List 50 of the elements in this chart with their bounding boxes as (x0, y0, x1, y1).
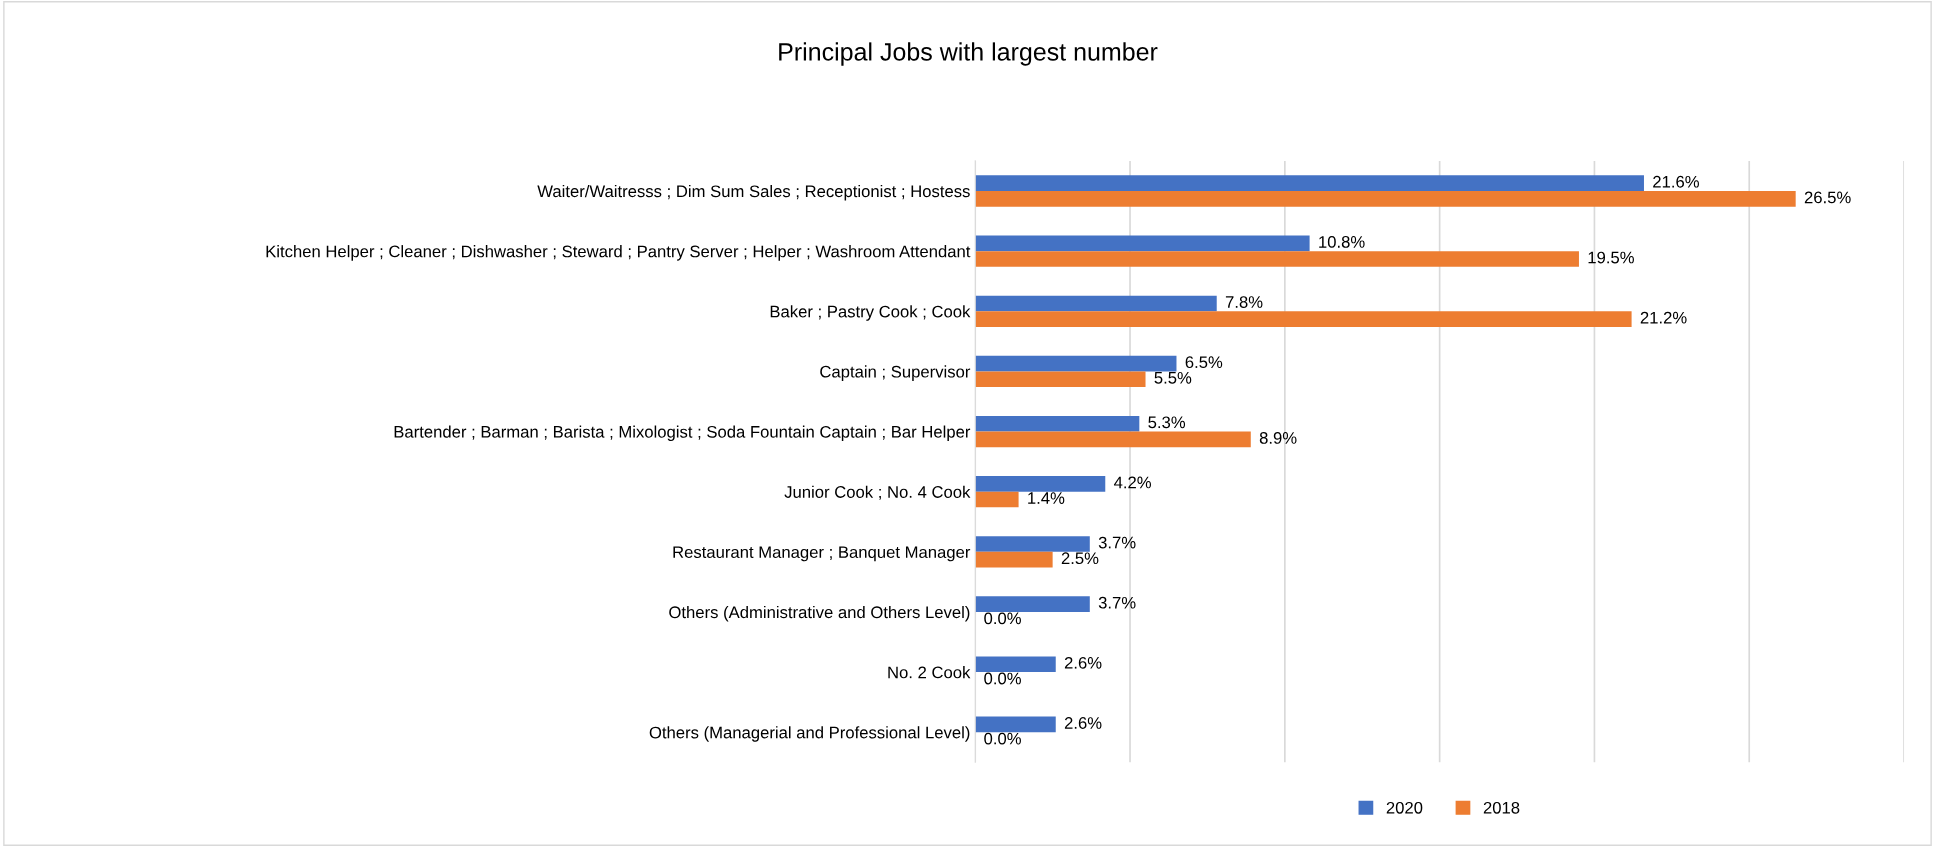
bar (975, 355, 1177, 372)
bar (975, 476, 1106, 492)
bar (975, 311, 1632, 327)
data-label: 3.7% (1098, 596, 1136, 609)
bar (975, 175, 1644, 191)
data-label: 5.3% (1148, 416, 1186, 429)
y-tick-label: Junior Cook ; No. 4 Cook (784, 485, 971, 500)
data-label: 6.5% (1185, 356, 1223, 369)
legend-label: 2020 (1386, 801, 1423, 814)
bar (975, 235, 1310, 252)
data-label: 0.0% (984, 612, 1021, 625)
data-label: 5.5% (1154, 371, 1192, 384)
bar (975, 371, 1146, 388)
data-label: 2.6% (1064, 656, 1102, 669)
bar (975, 656, 1056, 673)
data-label: 1.4% (1028, 492, 1065, 504)
bar (975, 551, 1053, 568)
data-label: 0.0% (984, 732, 1021, 745)
y-tick-label: Waiter/Waitresss ; Dim Sum Sales ; Receptionist ; Hostess (537, 184, 970, 201)
y-tick-label: Restaurant Manager ; Banquet Manager (673, 546, 971, 562)
bar (975, 536, 1090, 552)
data-label: 21.2% (1640, 311, 1687, 324)
y-tick-label: Captain ; Supervisor (820, 365, 971, 381)
data-label: 19.5% (1588, 251, 1634, 264)
y-tick-label: Baker ; Pastry Cook ; Cook (770, 305, 971, 321)
data-label: 10.8% (1319, 235, 1365, 248)
bar (975, 491, 1019, 508)
chart-title: Principal Jobs with largest number (779, 42, 1158, 66)
data-label: 2.5% (1061, 552, 1099, 565)
data-label: 4.2% (1113, 476, 1151, 489)
y-tick-label: Bartender ; Barman ; Barista ; Mixologist ; Soda Fountain Captain ; Bar Helper (394, 425, 971, 442)
y-tick-label: Others (Administrative and Others Level) (669, 605, 970, 622)
bar (975, 596, 1090, 612)
y-tick-label: No. 2 Cook (888, 666, 971, 679)
data-label: 21.6% (1653, 175, 1699, 188)
bar (975, 716, 1056, 733)
bar (975, 295, 1217, 312)
bar (975, 431, 1251, 448)
data-label: 2.6% (1064, 717, 1102, 729)
y-tick-label: Others (Managerial and Professional Level) (649, 726, 970, 742)
data-label: 3.7% (1098, 536, 1136, 549)
y-tick-label: Kitchen Helper ; Cleaner ; Dishwasher ; Steward ; Pantry Server ; Helper ; Washroom Attendant (266, 245, 971, 261)
data-label: 7.8% (1225, 296, 1263, 308)
bar (975, 191, 1796, 207)
data-label: 0.0% (984, 672, 1021, 685)
bar (975, 415, 1140, 432)
data-label: 26.5% (1804, 191, 1851, 204)
legend-label: 2018 (1483, 801, 1520, 814)
bar (975, 251, 1579, 267)
data-label: 8.9% (1259, 432, 1297, 444)
